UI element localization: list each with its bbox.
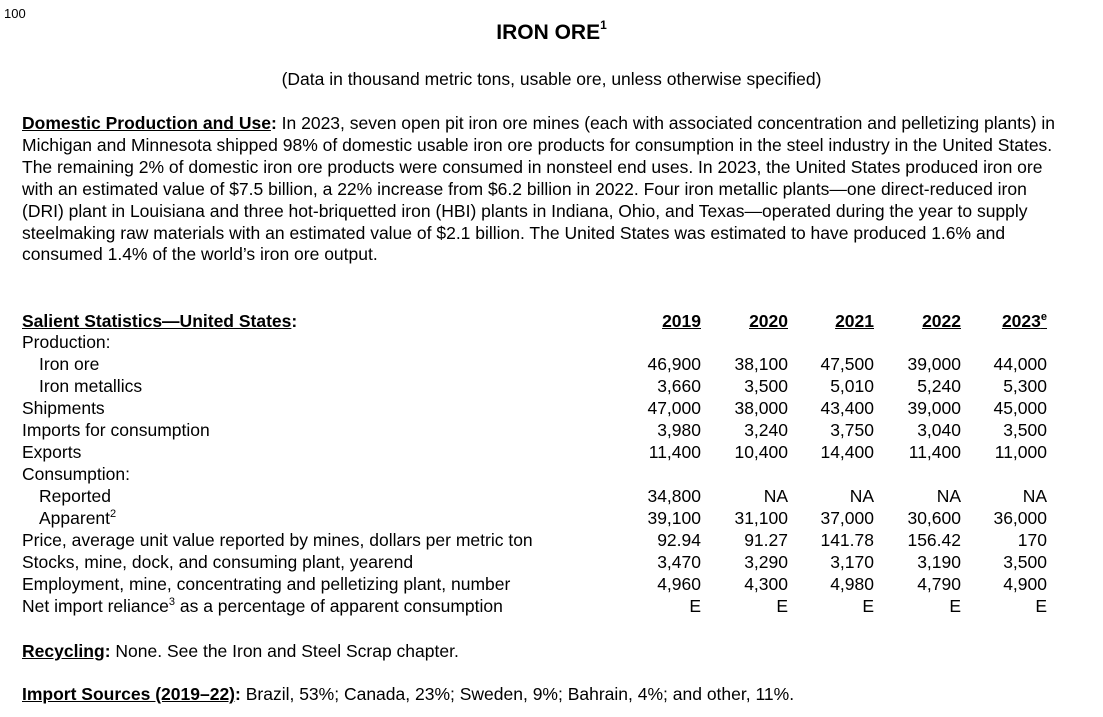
recycling-section: Recycling: None. See the Iron and Steel …	[22, 641, 459, 661]
stats-cell: E	[776, 596, 788, 616]
year-header-2021: 2021	[835, 311, 874, 331]
stats-cell: 30,600	[907, 508, 961, 528]
stats-cell: E	[862, 596, 874, 616]
stats-cell: 4,960	[657, 574, 701, 594]
stats-cell: 37,000	[820, 508, 874, 528]
stats-cell: 39,000	[907, 354, 961, 374]
stats-cell: 141.78	[820, 530, 874, 550]
stats-row-label: Iron ore	[39, 354, 100, 374]
stats-cell: 11,400	[648, 442, 701, 462]
stats-row-label: Reported	[39, 486, 111, 506]
stats-cell: 39,100	[647, 508, 701, 528]
stats-row-label: Price, average unit value reported by mi…	[22, 530, 533, 550]
stats-cell: 3,170	[830, 552, 874, 572]
stats-cell: NA	[936, 486, 961, 506]
domestic-production-section: Domestic Production and Use: In 2023, se…	[22, 113, 1056, 265]
stats-cell: 11,400	[908, 442, 961, 462]
title-footnote: 1	[600, 18, 607, 32]
stats-row-label: Exports	[22, 442, 82, 462]
stats-cell: NA	[1022, 486, 1047, 506]
stats-cell: 3,290	[744, 552, 788, 572]
stats-cell: 11,000	[994, 442, 1047, 462]
import-sources-section: Import Sources (2019–22): Brazil, 53%; C…	[22, 684, 795, 704]
stats-cell: 43,400	[820, 398, 874, 418]
year-header-2022: 2022	[922, 311, 961, 331]
stats-cell: 39,000	[907, 398, 961, 418]
stats-cell: NA	[763, 486, 788, 506]
stats-cell: 4,790	[917, 574, 961, 594]
stats-cell: 5,010	[830, 376, 874, 396]
page-number: 100	[4, 6, 26, 21]
stats-cell: 46,900	[647, 354, 701, 374]
stats-cell: 3,240	[744, 420, 788, 440]
year-header-2023: 2023e	[1001, 311, 1047, 331]
stats-cell: 47,500	[820, 354, 874, 374]
stats-row-label: Employment, mine, concentrating and pell…	[22, 574, 511, 594]
stats-cell: 38,100	[734, 354, 788, 374]
stats-cell: E	[949, 596, 961, 616]
year-header-2019: 2019	[662, 311, 701, 331]
stats-cell: 47,000	[647, 398, 701, 418]
stats-cell: 3,190	[917, 552, 961, 572]
stats-row-label: Apparent2	[39, 508, 117, 528]
stats-cell: NA	[849, 486, 874, 506]
stats-cell: 3,500	[744, 376, 788, 396]
stats-cell: 156.42	[907, 530, 961, 550]
stats-cell: 36,000	[993, 508, 1047, 528]
stats-cell: 92.94	[657, 530, 701, 550]
stats-row-label: Net import reliance3 as a percentage of …	[22, 596, 503, 616]
import-sources-heading: Import Sources (2019–22)	[22, 684, 236, 704]
stats-row-label: Imports for consumption	[22, 420, 210, 440]
stats-cell: 3,500	[1003, 420, 1047, 440]
stats-cell: 44,000	[993, 354, 1047, 374]
stats-cell: 3,500	[1003, 552, 1047, 572]
domestic-body: In 2023, seven open pit iron ore mines (…	[22, 113, 1056, 265]
stats-cell: 14,400	[820, 442, 874, 462]
stats-cell: 170	[1017, 530, 1047, 550]
salient-statistics-heading: Salient Statistics—United States:	[22, 311, 298, 331]
stats-row-label: Consumption:	[22, 464, 130, 484]
stats-row-label: Shipments	[22, 398, 105, 418]
stats-row-label: Stocks, mine, dock, and consuming plant,…	[22, 552, 414, 572]
stats-cell: 3,040	[917, 420, 961, 440]
page-title: IRON ORE1	[496, 18, 607, 44]
stats-cell: E	[689, 596, 701, 616]
stats-cell: 4,980	[830, 574, 874, 594]
recycling-heading: Recycling	[22, 641, 105, 661]
stats-cell: 38,000	[734, 398, 788, 418]
page-subtitle: (Data in thousand metric tons, usable or…	[281, 69, 822, 89]
stats-cell: 3,980	[657, 420, 701, 440]
year-header-2020: 2020	[749, 311, 788, 331]
stats-row-label: Iron metallics	[39, 376, 143, 396]
stats-cell: 10,400	[734, 442, 788, 462]
import-sources-body: Brazil, 53%; Canada, 23%; Sweden, 9%; Ba…	[245, 684, 795, 704]
stats-cell: 3,750	[830, 420, 874, 440]
stats-cell: 31,100	[734, 508, 788, 528]
stats-row-label: Production:	[22, 332, 111, 352]
stats-cell: 45,000	[993, 398, 1047, 418]
stats-cell: 4,300	[744, 574, 788, 594]
stats-cell: 5,300	[1003, 376, 1047, 396]
stats-cell: 3,660	[657, 376, 701, 396]
stats-cell: 4,900	[1003, 574, 1047, 594]
stats-cell: 5,240	[917, 376, 961, 396]
stats-cell: 3,470	[657, 552, 701, 572]
stats-cell: E	[1035, 596, 1047, 616]
domestic-heading: Domestic Production and Use	[22, 113, 271, 133]
stats-cell: 91.27	[744, 530, 788, 550]
stats-cell: 34,800	[647, 486, 701, 506]
estimate-mark: e	[1040, 311, 1047, 324]
recycling-body: None. See the Iron and Steel Scrap chapt…	[115, 641, 459, 661]
